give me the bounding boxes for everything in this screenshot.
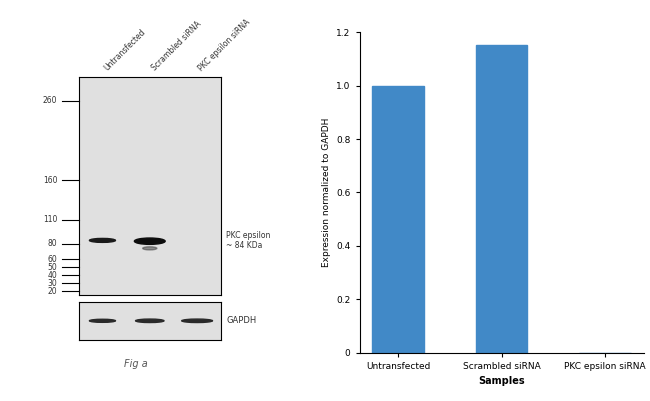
X-axis label: Samples: Samples <box>478 377 525 387</box>
Text: Fig a: Fig a <box>124 359 148 369</box>
Y-axis label: Expression normalized to GAPDH: Expression normalized to GAPDH <box>322 118 331 267</box>
Bar <box>476 45 527 353</box>
Bar <box>372 85 424 353</box>
